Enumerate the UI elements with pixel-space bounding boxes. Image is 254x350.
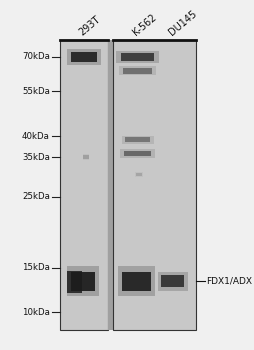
Text: 40kDa: 40kDa [22, 132, 50, 141]
Bar [158, 272, 187, 291]
Text: 293T: 293T [77, 15, 103, 38]
Bar [162, 275, 184, 287]
Bar [135, 172, 143, 177]
Text: 10kDa: 10kDa [22, 308, 50, 317]
Bar [136, 173, 142, 176]
Text: 35kDa: 35kDa [22, 153, 50, 162]
Bar [71, 52, 97, 62]
Bar [116, 51, 159, 63]
Bar [122, 272, 151, 291]
Bar [123, 68, 152, 74]
Text: DU145: DU145 [166, 9, 198, 38]
Text: 55kDa: 55kDa [22, 87, 50, 96]
Bar [67, 49, 101, 65]
Text: K-562: K-562 [131, 13, 159, 38]
Bar [125, 138, 150, 142]
Text: 70kDa: 70kDa [22, 52, 50, 62]
Bar [83, 154, 89, 160]
Text: 25kDa: 25kDa [22, 192, 50, 201]
Bar [119, 66, 156, 75]
Bar [84, 155, 89, 159]
Bar [122, 136, 154, 144]
Bar [71, 272, 95, 291]
Bar [67, 266, 99, 296]
Bar [113, 40, 196, 330]
Text: FDX1/ADX: FDX1/ADX [207, 277, 252, 286]
Bar [68, 271, 82, 293]
Bar [121, 53, 154, 61]
Bar [60, 40, 108, 330]
Bar [118, 266, 155, 296]
Text: 15kDa: 15kDa [22, 263, 50, 272]
Bar [120, 149, 155, 158]
Bar [124, 151, 151, 156]
Bar [108, 40, 113, 330]
